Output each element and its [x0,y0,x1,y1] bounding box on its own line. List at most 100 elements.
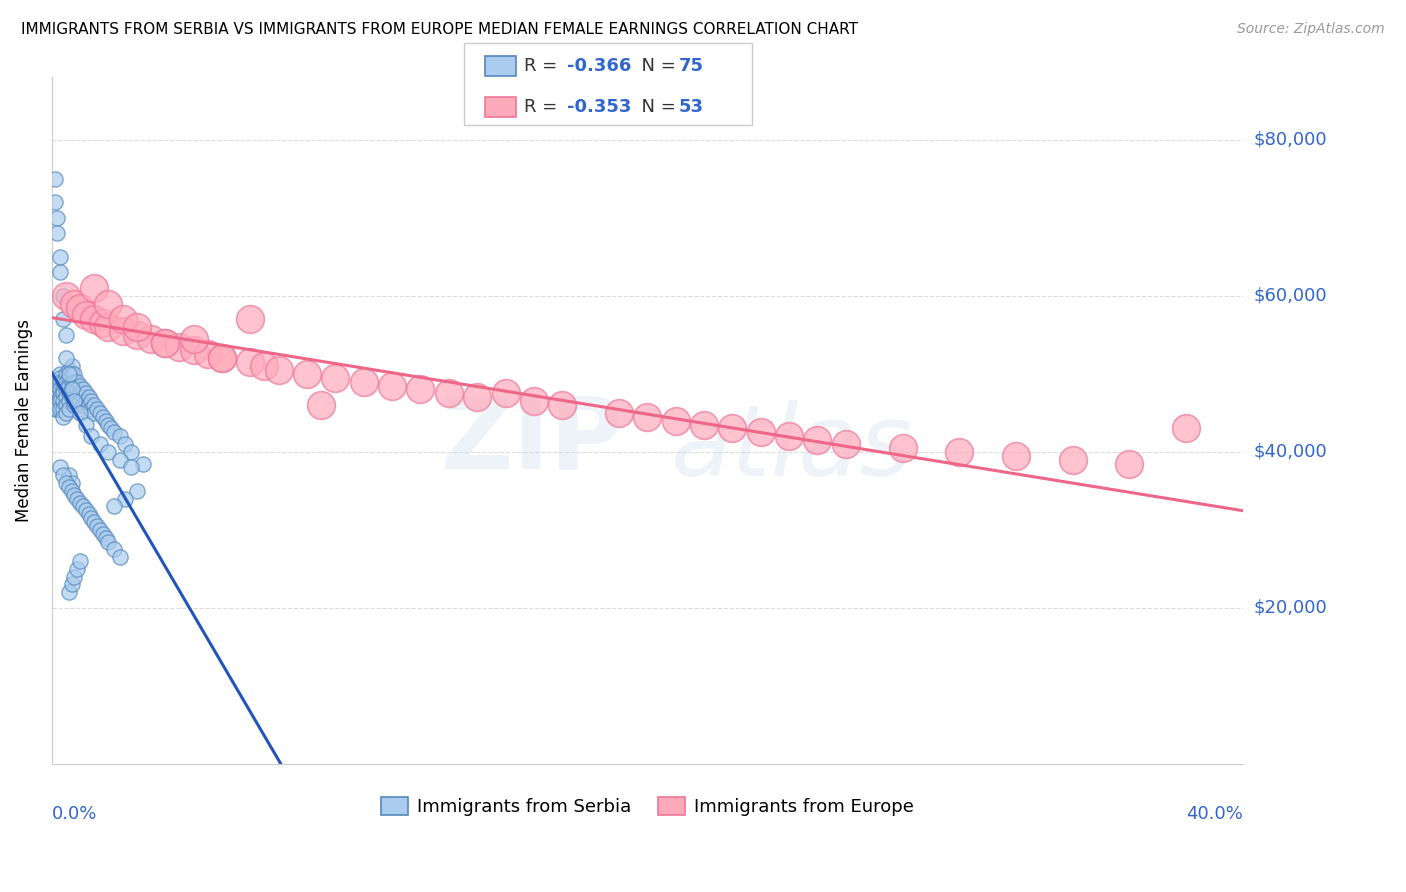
Text: IMMIGRANTS FROM SERBIA VS IMMIGRANTS FROM EUROPE MEDIAN FEMALE EARNINGS CORRELAT: IMMIGRANTS FROM SERBIA VS IMMIGRANTS FRO… [21,22,858,37]
Point [75,503,97,517]
Point [89,406,111,420]
Point [72,383,94,397]
Point [69,394,91,409]
Point [125,327,148,342]
Point [353,375,375,389]
Point [83,406,105,420]
Point [49,265,72,279]
Point [1005,449,1028,463]
Point [80,394,103,409]
Point [721,421,744,435]
Point [58,401,80,416]
Point [693,417,716,432]
Point [60,375,83,389]
Point [97,320,120,334]
Point [835,437,858,451]
Point [120,445,142,459]
Point [108,429,131,443]
Point [636,409,658,424]
Point [55,390,77,404]
Point [103,425,125,440]
Point [325,370,347,384]
Point [55,375,77,389]
Point [63,569,86,583]
Point [58,585,80,599]
Point [44,398,66,412]
Point [72,398,94,412]
Point [114,437,136,451]
Point [103,500,125,514]
Legend: Immigrants from Serbia, Immigrants from Europe: Immigrants from Serbia, Immigrants from … [374,789,921,823]
Point [125,483,148,498]
Point [49,367,72,381]
Point [111,324,134,338]
Point [63,296,86,310]
Point [239,355,262,369]
Point [806,433,828,447]
Point [55,367,77,381]
Point [55,406,77,420]
Point [114,491,136,506]
Point [58,378,80,392]
Point [253,359,276,373]
Point [66,562,89,576]
Point [44,171,66,186]
Point [89,523,111,537]
Point [66,390,89,404]
Text: $40,000: $40,000 [1254,442,1327,461]
Point [1118,457,1140,471]
Point [58,363,80,377]
Point [60,476,83,491]
Point [91,316,114,330]
Point [183,332,205,346]
Point [52,375,75,389]
Point [495,386,517,401]
Point [94,531,117,545]
Point [52,386,75,401]
Point [778,429,800,443]
Point [46,390,69,404]
Point [139,332,162,346]
Point [58,394,80,409]
Point [77,390,100,404]
Text: 0.0%: 0.0% [52,805,97,823]
Point [49,383,72,397]
Point [100,421,122,435]
Point [63,398,86,412]
Point [153,335,176,350]
Point [80,511,103,525]
Point [211,351,233,366]
Point [52,383,75,397]
Point [91,526,114,541]
Point [89,437,111,451]
Point [295,367,318,381]
Point [948,445,970,459]
Point [52,401,75,416]
Point [97,296,120,310]
Point [125,320,148,334]
Point [69,406,91,420]
Point [66,383,89,397]
Point [267,363,290,377]
Point [86,519,108,533]
Point [381,378,404,392]
Point [69,495,91,509]
Point [108,550,131,565]
Point [60,367,83,381]
Point [437,386,460,401]
Point [75,417,97,432]
Point [63,375,86,389]
Point [46,398,69,412]
Point [309,398,332,412]
Point [60,383,83,397]
Point [77,398,100,412]
Point [69,401,91,416]
Point [58,367,80,381]
Point [52,394,75,409]
Point [58,386,80,401]
Text: -0.353: -0.353 [567,98,631,116]
Point [49,460,72,475]
Point [1175,421,1198,435]
Point [83,281,105,295]
Point [49,250,72,264]
